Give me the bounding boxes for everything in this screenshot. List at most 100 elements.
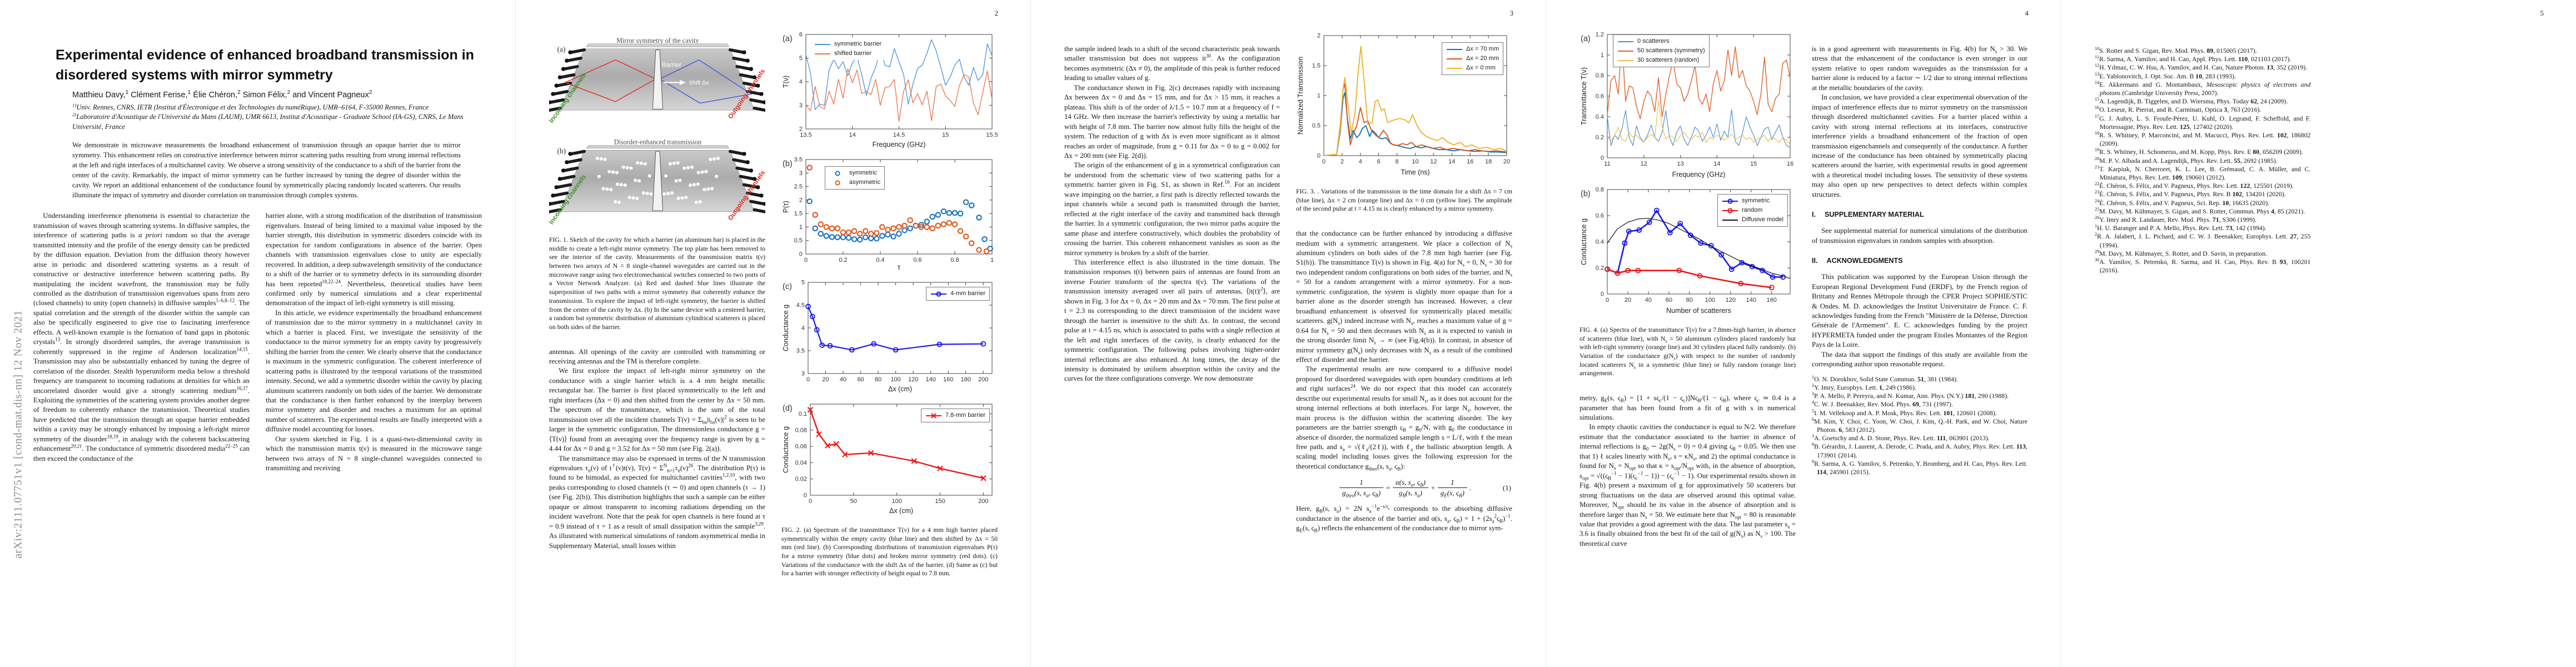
svg-text:P(τ): P(τ) xyxy=(782,201,790,213)
svg-text:120: 120 xyxy=(908,376,918,383)
chart-legend: symmetric random Diffusive model xyxy=(1717,194,1788,227)
svg-text:0.08: 0.08 xyxy=(795,427,807,434)
reference-item: 23É. Chéron, S. Félix, and V. Pagneux, P… xyxy=(2095,190,2286,198)
svg-text:16: 16 xyxy=(1787,161,1793,167)
p2-left-text: antennas. All openings of the cavity are… xyxy=(549,347,765,550)
figure-1b-sketch: (b) Disorder-enhanced transmission Incom… xyxy=(544,138,771,226)
chart-legend: 4-mm barrier xyxy=(926,287,990,301)
scatterer-dots xyxy=(595,156,720,204)
page-number: 3 xyxy=(1509,9,1514,17)
figure-3: 0 2 4 6 8 10 12 14 16 18 20 0 0.5 1 1.5 2 Time (ns) Norma… xyxy=(1296,30,1512,213)
barrier-label: Barrier xyxy=(662,61,681,68)
svg-text:40: 40 xyxy=(840,376,846,383)
p2-column-left: (a) Mirror symmetry of the cavity Barrie… xyxy=(544,30,771,586)
svg-text:0.6: 0.6 xyxy=(1596,213,1604,220)
fig3-chart: 0 2 4 6 8 10 12 14 16 18 20 0 0.5 1 1.5 2 Time (ns) Norma… xyxy=(1297,33,1510,177)
svg-text:0.2: 0.2 xyxy=(1596,265,1604,272)
svg-text:14: 14 xyxy=(1448,158,1455,165)
svg-text:20: 20 xyxy=(1503,158,1510,165)
svg-text:4: 4 xyxy=(799,79,803,86)
p1-column-left: Understanding interference phenomena is … xyxy=(33,212,250,462)
panel-a-label: (a) xyxy=(557,45,565,54)
svg-text:120: 120 xyxy=(1726,297,1736,303)
svg-text:14: 14 xyxy=(849,132,856,138)
svg-text:20: 20 xyxy=(1625,297,1631,303)
svg-text:1.5: 1.5 xyxy=(794,211,803,217)
svg-text:16: 16 xyxy=(1467,158,1473,165)
svg-text:2.5: 2.5 xyxy=(794,183,803,190)
p3-column-left: the sample indeed leads to a shift of th… xyxy=(1064,30,1280,534)
figure-3-caption: FIG. 3. . Variations of the transmission… xyxy=(1296,187,1512,213)
incoming-connectors xyxy=(544,150,586,215)
svg-text:40: 40 xyxy=(1645,297,1652,303)
arxiv-banner: arXiv:2111.07751v1 [cond-mat.dis-nn] 12 … xyxy=(12,310,24,559)
svg-text:0.1: 0.1 xyxy=(799,411,807,417)
barrier-bar xyxy=(652,49,663,109)
svg-text:12: 12 xyxy=(1430,158,1437,165)
svg-text:Transmittance T(ν): Transmittance T(ν) xyxy=(1580,67,1588,125)
chart-legend: symmetric barrier shifted barrier xyxy=(810,38,885,61)
section-acknowledgments: II. ACKNOWLEDGMENTS xyxy=(1812,257,1903,265)
svg-text:0.5: 0.5 xyxy=(794,237,803,244)
svg-text:6: 6 xyxy=(799,32,803,38)
page-number: 5 xyxy=(2540,9,2544,17)
p2-column-right: (a) 13.5 14 14.5 15 15.5 2 3 4 5 6 Frequency (GHz)… xyxy=(781,30,998,586)
reference-item: 19R. S. Whitney, H. Schomerus, and M. Ko… xyxy=(2095,147,2303,156)
svg-text:80: 80 xyxy=(1686,297,1693,303)
svg-text:0.6: 0.6 xyxy=(913,257,921,263)
reference-item: 2Y. Imry, Europhys. Lett. 1, 249 (1986). xyxy=(1812,382,1916,391)
chart-legend: symmetric asymmetric xyxy=(825,166,885,190)
svg-text:2: 2 xyxy=(799,197,803,203)
shift-label: Shift Δx xyxy=(689,80,709,86)
svg-text:Time (ns): Time (ns) xyxy=(1401,168,1429,176)
page-4: 4 (a) 11 12 13 14 15 16 0 0.2 0.4 0.6 0.8 1 1.2 Frequ… xyxy=(1546,0,2061,667)
equation-tag: (1) xyxy=(1502,483,1511,492)
acknowledgments-text: This publication was supported by the Eu… xyxy=(1812,273,2027,369)
panel-letter: (c) xyxy=(783,282,792,291)
figure-4-caption: FIG. 4. (a) Spectra of the transmittance… xyxy=(1580,326,1796,377)
svg-text:Normalized Transmission: Normalized Transmission xyxy=(1297,57,1304,135)
svg-text:3: 3 xyxy=(799,102,803,109)
svg-text:0: 0 xyxy=(806,376,810,383)
reference-item: 29M. Davy, M. Kühmayer, S. Rotter, and D… xyxy=(2095,248,2268,257)
svg-text:1: 1 xyxy=(990,257,994,263)
reference-item: 8B. Gérardin, J. Laurent, A. Derode, C. … xyxy=(1812,442,2027,459)
panel-letter: (a) xyxy=(783,34,793,43)
fig2b-chart: 0 0.2 0.4 0.6 0.8 1 0 0.5 1 1.5 2 2.5 3 3.5 τ P(τ) xyxy=(782,157,994,272)
svg-text:5: 5 xyxy=(801,280,805,286)
svg-text:14: 14 xyxy=(1713,161,1720,167)
svg-text:10: 10 xyxy=(1412,158,1418,165)
figure-4: (a) 11 12 13 14 15 16 0 0.2 0.4 0.6 0.8 1 1.2 Frequen… xyxy=(1580,30,1796,378)
svg-text:200: 200 xyxy=(978,376,988,383)
svg-text:Number of scatterers: Number of scatterers xyxy=(1666,307,1731,315)
abstract: We demonstrate in microwave measurements… xyxy=(72,141,461,199)
svg-text:0: 0 xyxy=(1606,297,1609,303)
page-3: 3 the sample indeed leads to a shift of … xyxy=(1030,0,1546,667)
svg-text:4: 4 xyxy=(1359,158,1362,165)
p5-column-right xyxy=(2327,30,2543,275)
reference-item: 5I. M. Vellekoop and A. P. Mosk, Phys. R… xyxy=(1812,408,1997,417)
section-supplementary: I. SUPPLEMENTARY MATERIAL xyxy=(1812,211,1924,219)
svg-text:15: 15 xyxy=(942,132,949,138)
svg-text:100: 100 xyxy=(892,498,902,505)
figure-1a-sketch: (a) Mirror symmetry of the cavity Barrie… xyxy=(544,37,771,125)
svg-text:60: 60 xyxy=(857,376,864,383)
references-10-30: 10S. Rotter and S. Gigan, Rev. Mod. Phys… xyxy=(2095,46,2311,275)
panel-letter: (d) xyxy=(783,404,793,413)
svg-text:0.8: 0.8 xyxy=(950,257,959,263)
panel-letter: (a) xyxy=(1581,34,1591,43)
page-5: 5 10S. Rotter and S. Gigan, Rev. Mod. Ph… xyxy=(2061,0,2576,667)
svg-text:0.5: 0.5 xyxy=(1312,123,1321,130)
panel-letter: (b) xyxy=(783,160,793,168)
svg-text:Δx (cm): Δx (cm) xyxy=(889,507,913,515)
svg-text:15.5: 15.5 xyxy=(986,132,998,138)
reference-item: 1O. N. Dorokhov, Solid State Commun. 51,… xyxy=(1812,374,1958,383)
svg-text:0: 0 xyxy=(1317,153,1321,160)
svg-text:1: 1 xyxy=(799,224,803,231)
affiliation-1: 1)Univ. Rennes, CNRS, IETR (Institut d'É… xyxy=(72,102,429,111)
chart-legend: Δx = 70 mm Δx = 20 mm Δx = 0 mm xyxy=(1441,42,1503,76)
svg-text:0: 0 xyxy=(804,492,807,499)
svg-text:20: 20 xyxy=(822,376,829,383)
figure-1-caption: FIG. 1. Sketch of the cavity for which a… xyxy=(549,236,765,331)
reference-item: 26Y. Imry and R. Landauer, Rev. Mod. Phy… xyxy=(2095,215,2257,224)
